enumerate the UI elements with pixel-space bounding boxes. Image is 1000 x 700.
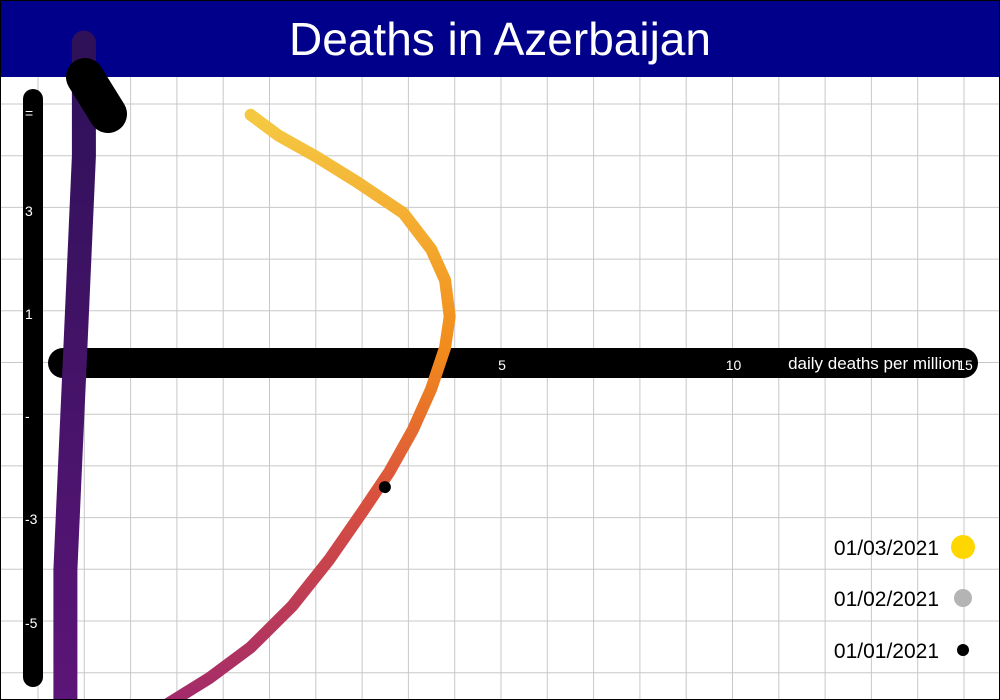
y-tick-label: 3 [25,203,33,219]
y-tick-label: -5 [25,615,38,631]
y-tick-label: = [25,105,33,121]
series-line-trail-main [164,108,456,699]
y-tick-label: - [25,408,30,424]
x-axis-label: daily deaths per million [788,354,961,373]
legend-marker [957,644,969,656]
legend-label: 01/01/2021 [834,640,939,663]
title-bar: Deaths in Azerbaijan [1,1,999,77]
chart-title: Deaths in Azerbaijan [289,13,711,65]
legend: 01/03/2021 01/02/2021 01/01/2021 [834,535,975,663]
legend-marker [954,589,972,607]
date-marker [378,481,391,494]
y-tick-label: 1 [25,306,33,322]
x-tick-label: 15 [957,357,973,373]
legend-label: 01/02/2021 [834,588,939,611]
series-line-trail-left [53,30,96,699]
x-tick-label: 5 [498,357,506,373]
x-tick-label: 10 [726,357,742,373]
y-tick-label: -3 [25,511,38,527]
legend-label: 01/03/2021 [834,537,939,560]
series-line-end-cap [66,58,127,133]
y-axis: = 3 1 - -3 -5 [23,89,43,687]
legend-marker [951,535,975,559]
grid [1,77,999,699]
series-group [53,30,456,699]
